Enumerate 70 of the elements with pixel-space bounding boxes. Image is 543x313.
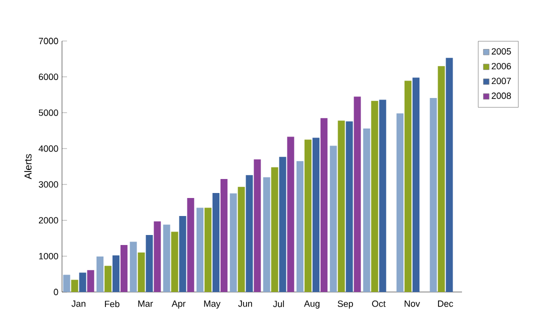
bar <box>179 216 186 292</box>
x-tick-label: Aug <box>304 300 320 309</box>
bar <box>363 128 370 292</box>
x-tick-label: Oct <box>372 300 386 307</box>
bar <box>254 159 261 292</box>
bar <box>354 96 361 292</box>
y-tick-label: 0 <box>54 288 58 296</box>
y-tick-label: 2000 <box>38 217 58 224</box>
x-tick-label: Jan <box>72 300 86 307</box>
bar <box>346 121 353 292</box>
bar <box>187 198 194 292</box>
bar <box>330 146 337 292</box>
bar <box>271 167 278 292</box>
bar <box>320 118 328 292</box>
x-tick-label: Feb <box>104 300 120 308</box>
bar <box>404 80 412 292</box>
y-tick-label: 4000 <box>38 145 58 152</box>
bar <box>312 138 320 292</box>
bar <box>263 177 270 292</box>
x-tick-label: May <box>204 300 220 309</box>
bar <box>438 66 445 292</box>
x-tick-label: Sep <box>338 300 353 309</box>
y-axis-title: Alerts <box>24 154 32 180</box>
bar <box>112 255 120 292</box>
bar <box>371 100 378 292</box>
bar <box>120 245 128 292</box>
bar <box>204 208 212 292</box>
x-tick-label: Jul <box>273 300 284 308</box>
bar <box>71 280 78 292</box>
legend-label: 2006 <box>492 62 511 70</box>
bar <box>430 98 437 292</box>
bar <box>220 179 228 292</box>
bar <box>79 272 86 292</box>
bar <box>196 208 204 292</box>
bar <box>171 232 178 292</box>
bar <box>238 186 245 292</box>
bar <box>304 140 312 292</box>
x-tick-label: Apr <box>172 300 186 309</box>
legend-label: 2007 <box>492 78 511 84</box>
y-tick-label: 7000 <box>38 38 58 44</box>
legend-label: 2005 <box>492 48 511 55</box>
bar <box>338 120 345 292</box>
bar <box>279 156 286 292</box>
x-tick-label: Jun <box>238 300 252 307</box>
bar <box>104 266 112 292</box>
y-tick-label: 6000 <box>38 74 58 80</box>
legend-label: 2008 <box>492 92 511 99</box>
bar <box>396 113 404 292</box>
bar <box>412 78 420 292</box>
bar <box>446 58 453 292</box>
bar <box>163 224 170 292</box>
bar <box>146 234 153 292</box>
bar <box>154 221 161 292</box>
y-tick-label: 3000 <box>38 181 58 188</box>
bar <box>63 274 70 292</box>
bar <box>212 193 220 292</box>
x-tick-label: Mar <box>138 300 153 307</box>
bar <box>96 256 104 292</box>
bar <box>296 161 304 292</box>
bar <box>379 100 386 292</box>
bar <box>287 136 294 292</box>
x-tick-label: Nov <box>404 300 420 307</box>
bar <box>246 175 253 292</box>
y-tick-label: 1000 <box>39 252 58 260</box>
x-tick-label: Dec <box>438 300 454 307</box>
bar <box>87 270 94 292</box>
y-tick-label: 5000 <box>38 110 58 116</box>
bar <box>230 193 237 292</box>
bar <box>130 242 137 292</box>
bar <box>138 252 145 292</box>
